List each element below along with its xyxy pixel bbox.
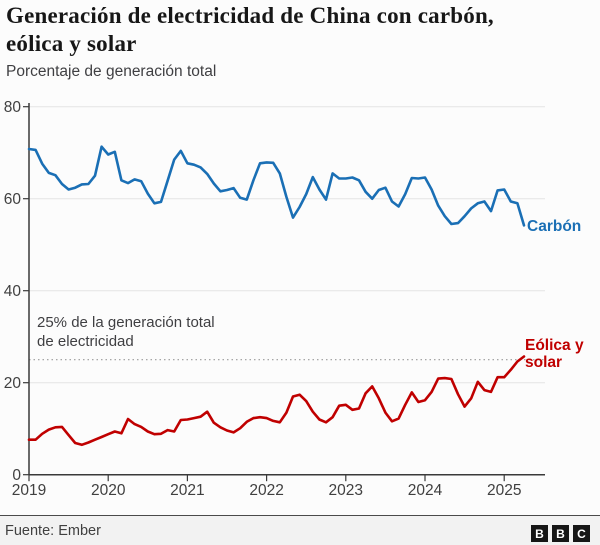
chart-area: 0 20 40 60 80 2019 2020 2021 2022 2023 2024 2025 25… [0,85,600,505]
annotation-25-percent: 25% de la generación total de electricid… [37,314,215,351]
wind-solar-label-line1: Eólica y [525,337,584,354]
source-label: Fuente: Ember [5,522,101,539]
chart-subtitle: Porcentaje de generación total [6,63,217,80]
y-tick-label-20: 20 [4,375,22,392]
annotation-line2: de electricidad [37,332,134,350]
bbc-logo-c: C [573,525,590,542]
bbc-logo-b2: B [552,525,569,542]
series-label-wind-solar: Eólica y solar [525,337,597,371]
x-tick-label-2020: 2020 [91,482,126,499]
y-tick-label-60: 60 [4,191,22,208]
y-tick-label-0: 0 [12,467,21,484]
y-tick-label-40: 40 [4,283,22,300]
bbc-logo: B B C [531,525,590,542]
chart-title: Generación de electricidad de China con … [6,2,598,58]
bbc-logo-b1: B [531,525,548,542]
line-chart-svg: 0 20 40 60 80 2019 2020 2021 2022 2023 2024 2025 [4,99,545,499]
footer: Fuente: Ember B B C [0,515,600,545]
x-tick-label-2021: 2021 [170,482,204,499]
annotation-line1: 25% de la generación total [37,314,215,331]
chart-title-line1: Generación de electricidad de China con … [6,3,494,28]
x-tick-label-2023: 2023 [329,482,363,499]
series-label-coal: Carbón [527,218,581,235]
coal-label-text: Carbón [527,218,582,235]
wind-solar-line [27,355,526,447]
x-tick-label-2019: 2019 [12,482,46,499]
coal-line [27,145,526,227]
x-tick-label-2022: 2022 [249,482,283,499]
y-tick-label-80: 80 [4,99,22,116]
x-tick-label-2024: 2024 [408,482,443,499]
chart-title-line2: eólica y solar [6,31,137,56]
x-tick-label-2025: 2025 [487,482,521,499]
wind-solar-label-line2: solar [525,354,563,371]
